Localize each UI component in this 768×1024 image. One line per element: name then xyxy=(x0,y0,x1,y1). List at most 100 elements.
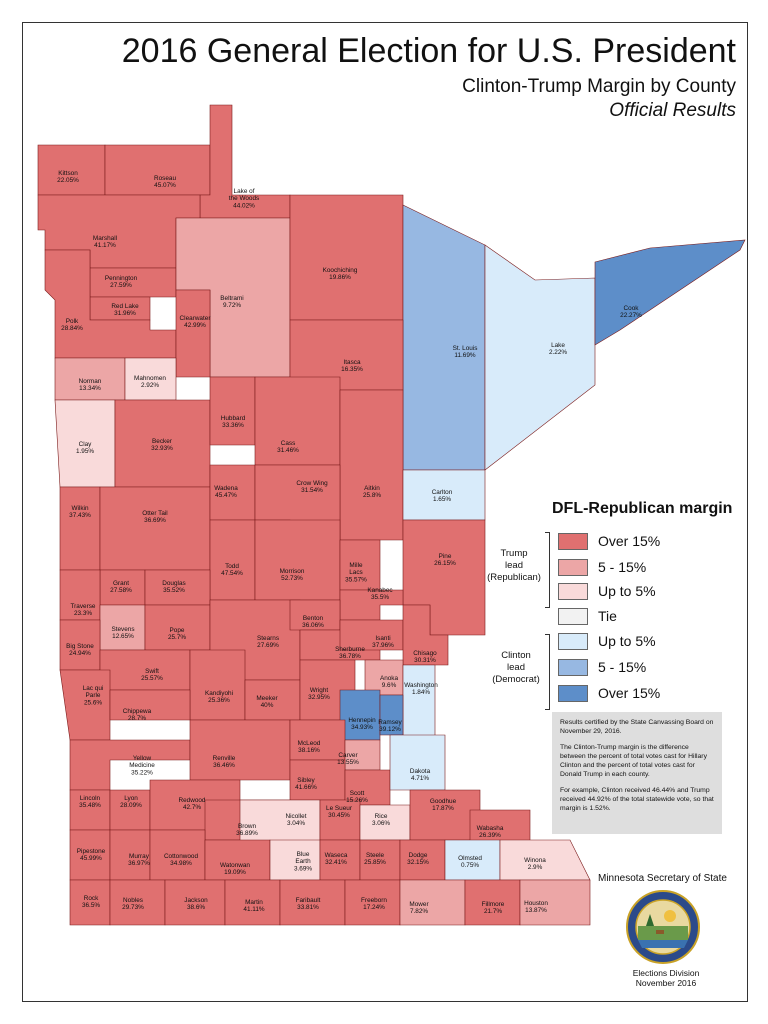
county-name: Polk xyxy=(66,318,79,325)
county-margin: 52.73% xyxy=(281,575,303,582)
county-label-le-sueur: Le Sueur 30.45% xyxy=(326,805,353,819)
county-name: Watonwan xyxy=(220,862,250,869)
county-label-brown: Brown 36.89% xyxy=(236,823,258,837)
legend-clinton-group: Clinton lead (Democrat) xyxy=(488,650,544,686)
county-label-cook: Cook 22.27% xyxy=(620,305,642,319)
county-margin: 11.69% xyxy=(454,352,476,359)
county-label-big-stone: Big Stone 24.94% xyxy=(66,643,94,657)
county-label-wright: Wright 32.95% xyxy=(308,687,330,701)
county-margin: 33.81% xyxy=(297,904,319,911)
county-label-koochiching: Koochiching 19.86% xyxy=(323,267,358,281)
county-margin: 13.55% xyxy=(337,759,359,766)
county-name: Winona xyxy=(524,857,546,864)
county-label-becker: Becker 32.93% xyxy=(151,438,173,452)
county-label-renville: Renville 36.46% xyxy=(213,755,236,769)
county-label-mcleod: McLeod 38.16% xyxy=(298,740,321,754)
county-name: Olmsted xyxy=(458,855,482,862)
county-label-red-lake: Red Lake 31.96% xyxy=(111,303,139,317)
county-name: Wadena xyxy=(214,485,238,492)
county-label-norman: Norman 13.34% xyxy=(79,378,102,392)
county-margin: 3.04% xyxy=(287,820,305,827)
county-margin: 28.7% xyxy=(128,715,146,722)
legend-clinton-line-1: Clinton xyxy=(501,650,531,661)
county-margin: 39.12% xyxy=(379,726,401,733)
legend-swatch xyxy=(558,558,588,576)
county-margin: 1.65% xyxy=(433,496,451,503)
county-margin: 36.69% xyxy=(144,517,166,524)
county-margin: 12.65% xyxy=(112,633,134,640)
county-label-carver: Carver 13.55% xyxy=(337,752,359,766)
county-label-roseau: Roseau 45.07% xyxy=(154,175,176,189)
county-name: Lake xyxy=(551,342,565,349)
county-name: Dodge xyxy=(409,852,428,859)
legend-trump-line-1: Trump xyxy=(500,548,528,559)
county-label-kandiyohi: Kandiyohi 25.36% xyxy=(205,690,233,704)
legend-label: Up to 5% xyxy=(598,633,656,649)
legend-trump-brace xyxy=(545,532,550,608)
county-name: Norman xyxy=(79,378,102,385)
county-name: Medicine xyxy=(129,762,155,769)
county-name: Traverse xyxy=(71,603,96,610)
county-label-steele: Steele 25.85% xyxy=(364,852,386,866)
county-margin: 19.86% xyxy=(329,274,351,281)
county-margin: 42.99% xyxy=(184,322,206,329)
county-label-fillmore: Fillmore 21.7% xyxy=(482,901,505,915)
county-label-mille-lacs: Mille Lacs 35.57% xyxy=(345,562,367,583)
county-morrison xyxy=(254,519,341,601)
county-label-wadena: Wadena 45.47% xyxy=(214,485,238,499)
county-name: Benton xyxy=(303,615,324,622)
county-margin: 25.8% xyxy=(363,492,381,499)
county-label-benton: Benton 36.06% xyxy=(302,615,324,629)
county-label-lake: Lake 2.22% xyxy=(549,342,567,356)
county-margin: 36.89% xyxy=(236,830,258,837)
legend-item: Over 15% xyxy=(558,684,660,702)
county-label-stevens: Stevens 12.65% xyxy=(111,626,134,640)
county-margin: 34.93% xyxy=(351,724,373,731)
county-label-wilkin: Wilkin 37.43% xyxy=(69,505,91,519)
county-name: Itasca xyxy=(343,359,360,366)
county-margin: 45.07% xyxy=(154,182,176,189)
county-kandiyohi xyxy=(189,649,246,721)
county-name: Brown xyxy=(238,823,257,830)
county-margin: 13.34% xyxy=(79,385,101,392)
footer-division: Elections Division November 2016 xyxy=(616,968,716,988)
county-label-washington: Washington 1.84% xyxy=(404,682,438,696)
county-label-carlton: Carlton 1.65% xyxy=(432,489,453,503)
county-koochiching xyxy=(289,194,404,321)
county-name: Lyon xyxy=(124,795,138,802)
county-name: Murray xyxy=(129,853,150,860)
county-label-rock: Rock 36.5% xyxy=(82,895,100,909)
county-name: Isanti xyxy=(375,635,390,642)
county-label-swift: Swift 25.57% xyxy=(141,668,163,682)
county-margin: 24.94% xyxy=(69,650,91,657)
county-name: Carver xyxy=(338,752,358,759)
county-label-nicollet: Nicollet 3.04% xyxy=(286,813,307,827)
county-name: Grant xyxy=(113,580,129,587)
legend-item: 5 - 15% xyxy=(558,558,646,576)
county-label-cass: Cass 31.46% xyxy=(277,440,299,454)
county-name: Morrison xyxy=(280,568,305,575)
county-name: Nobles xyxy=(123,897,143,904)
county-lake xyxy=(484,244,596,471)
county-margin: 27.69% xyxy=(257,642,279,649)
county-margin: 31.96% xyxy=(114,310,136,317)
county-name: Big Stone xyxy=(66,643,94,650)
county-name: Wright xyxy=(310,687,329,694)
county-margin: 35.48% xyxy=(79,802,101,809)
county-label-kittson: Kittson 22.05% xyxy=(57,170,79,184)
legend-label: Over 15% xyxy=(598,685,661,701)
county-name: Scott xyxy=(350,790,365,797)
county-name: Beltrami xyxy=(220,295,243,302)
county-cook xyxy=(594,239,746,346)
legend-swatch xyxy=(558,684,588,702)
county-name: Rice xyxy=(375,813,388,820)
county-margin: 35.5% xyxy=(371,594,389,601)
county-name: Mower xyxy=(409,901,429,908)
county-name: Lac qui xyxy=(83,685,104,692)
county-name: Cass xyxy=(281,440,296,447)
legend-label: Over 15% xyxy=(598,533,661,549)
county-name: Houston xyxy=(524,900,548,907)
county-name: Renville xyxy=(213,755,236,762)
county-name: Waseca xyxy=(325,852,348,859)
county-margin: 32.41% xyxy=(325,859,347,866)
